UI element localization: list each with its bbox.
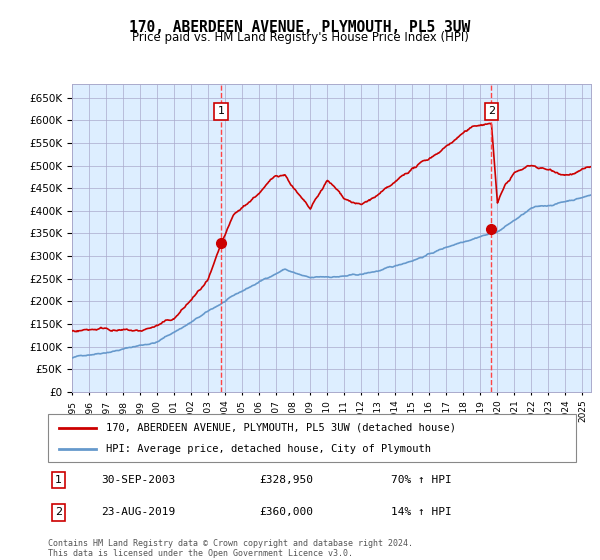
Text: 170, ABERDEEN AVENUE, PLYMOUTH, PL5 3UW (detached house): 170, ABERDEEN AVENUE, PLYMOUTH, PL5 3UW … (106, 423, 456, 433)
Text: 2: 2 (488, 106, 495, 116)
Text: £328,950: £328,950 (259, 475, 313, 485)
Text: 14% ↑ HPI: 14% ↑ HPI (391, 507, 452, 517)
Text: 2: 2 (55, 507, 62, 517)
FancyBboxPatch shape (48, 414, 576, 462)
Text: 170, ABERDEEN AVENUE, PLYMOUTH, PL5 3UW: 170, ABERDEEN AVENUE, PLYMOUTH, PL5 3UW (130, 20, 470, 35)
Text: £360,000: £360,000 (259, 507, 313, 517)
Text: HPI: Average price, detached house, City of Plymouth: HPI: Average price, detached house, City… (106, 444, 431, 454)
Text: 70% ↑ HPI: 70% ↑ HPI (391, 475, 452, 485)
Text: 1: 1 (55, 475, 62, 485)
Text: Contains HM Land Registry data © Crown copyright and database right 2024.
This d: Contains HM Land Registry data © Crown c… (48, 539, 413, 558)
Text: 23-AUG-2019: 23-AUG-2019 (101, 507, 175, 517)
Text: Price paid vs. HM Land Registry's House Price Index (HPI): Price paid vs. HM Land Registry's House … (131, 31, 469, 44)
Text: 30-SEP-2003: 30-SEP-2003 (101, 475, 175, 485)
Text: 1: 1 (217, 106, 224, 116)
